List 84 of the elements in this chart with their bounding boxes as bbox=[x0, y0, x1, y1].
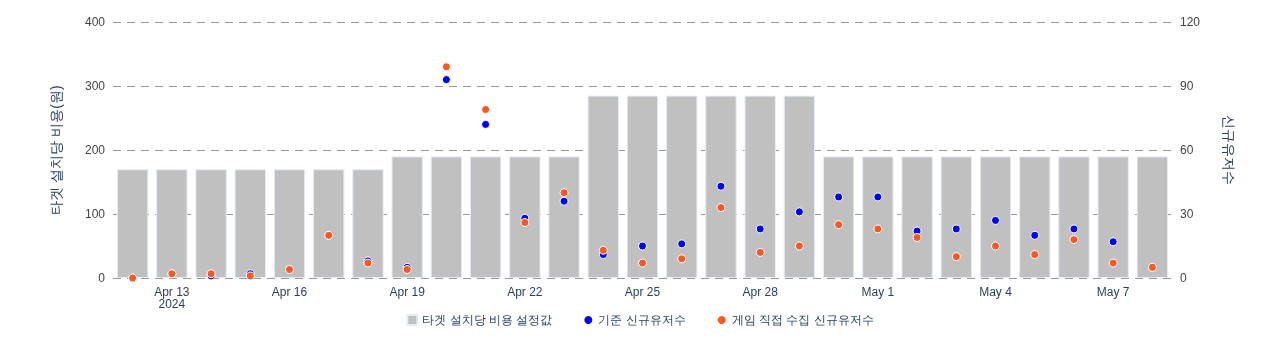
point bbox=[559, 188, 569, 198]
point bbox=[873, 224, 883, 234]
point bbox=[441, 75, 451, 85]
bar bbox=[234, 169, 266, 278]
x-tick-label: Apr 28 bbox=[742, 285, 779, 299]
bar bbox=[979, 156, 1012, 278]
point bbox=[481, 104, 491, 114]
x-tick-label: Apr 22 bbox=[507, 285, 543, 299]
x-tick-label: May 1 bbox=[861, 285, 895, 299]
point bbox=[991, 215, 1000, 225]
bar bbox=[1097, 156, 1129, 278]
legend-label: 게임 직접 수집 신규유저수 bbox=[731, 313, 874, 327]
y2-tick-label: 60 bbox=[1180, 143, 1194, 157]
point bbox=[1030, 230, 1040, 240]
bar bbox=[862, 156, 894, 278]
point bbox=[559, 196, 569, 206]
y-tick-label: 200 bbox=[84, 143, 106, 157]
bar bbox=[705, 95, 737, 278]
bar bbox=[195, 169, 227, 278]
point bbox=[716, 203, 726, 213]
y-tick-label: 400 bbox=[84, 15, 106, 29]
x-tick-label: Apr 16 bbox=[271, 285, 308, 299]
y2-tick-label: 120 bbox=[1180, 15, 1201, 29]
point bbox=[873, 192, 883, 202]
bar bbox=[116, 169, 149, 278]
x-tick-label: Apr 25 bbox=[624, 285, 661, 299]
point bbox=[481, 119, 491, 129]
bar bbox=[469, 156, 502, 278]
y-tick-label: 100 bbox=[84, 207, 106, 221]
point bbox=[1069, 224, 1079, 234]
bar bbox=[156, 169, 188, 278]
point bbox=[638, 241, 647, 251]
y2-tick-label: 90 bbox=[1180, 79, 1194, 93]
x-tick-label: May 4 bbox=[979, 285, 1013, 299]
point bbox=[716, 181, 726, 191]
point bbox=[677, 254, 687, 264]
point bbox=[755, 224, 765, 234]
point bbox=[677, 239, 687, 249]
bar bbox=[1058, 156, 1090, 278]
point bbox=[951, 224, 961, 234]
x-tick-label: Apr 13 2024 bbox=[154, 285, 190, 311]
bar bbox=[666, 95, 698, 278]
legend-label: 기준 신규유저수 bbox=[598, 313, 686, 327]
x-tick-label: May 7 bbox=[1096, 285, 1130, 299]
bar bbox=[273, 169, 306, 278]
y-axis-title: 타겟 설치당 비용(원) bbox=[48, 85, 64, 215]
bar bbox=[352, 169, 384, 278]
point bbox=[834, 220, 844, 230]
legend-label: 타겟 설치당 비용 설정값 bbox=[422, 313, 553, 327]
point bbox=[1108, 258, 1118, 268]
y2-tick-label: 0 bbox=[1180, 271, 1187, 285]
point bbox=[598, 245, 608, 255]
point bbox=[1108, 237, 1118, 247]
y2-axis-title: 신규유저수 bbox=[1221, 115, 1237, 185]
bar bbox=[587, 95, 619, 278]
bar bbox=[626, 95, 659, 278]
point bbox=[951, 252, 961, 262]
point bbox=[991, 241, 1000, 251]
bar bbox=[509, 156, 541, 278]
bar bbox=[548, 156, 580, 278]
bar bbox=[1019, 156, 1051, 278]
y2-tick-label: 30 bbox=[1180, 207, 1194, 221]
point bbox=[912, 232, 922, 242]
point bbox=[520, 218, 530, 228]
point bbox=[441, 62, 451, 72]
bar bbox=[822, 156, 855, 278]
bar bbox=[940, 156, 972, 278]
bar bbox=[783, 95, 816, 278]
point bbox=[1030, 250, 1040, 260]
point bbox=[1069, 235, 1079, 245]
bar bbox=[1136, 156, 1169, 278]
y-tick-label: 300 bbox=[84, 79, 106, 93]
bar bbox=[430, 156, 463, 278]
x-tick-label: Apr 19 bbox=[389, 285, 426, 299]
point bbox=[834, 192, 844, 202]
bar bbox=[744, 95, 776, 278]
bar bbox=[313, 169, 345, 278]
point bbox=[794, 207, 804, 217]
point bbox=[794, 241, 804, 251]
point bbox=[638, 258, 647, 268]
bar bbox=[391, 156, 423, 278]
y-tick-label: 0 bbox=[98, 271, 106, 285]
bar bbox=[901, 156, 933, 278]
point bbox=[755, 247, 765, 257]
